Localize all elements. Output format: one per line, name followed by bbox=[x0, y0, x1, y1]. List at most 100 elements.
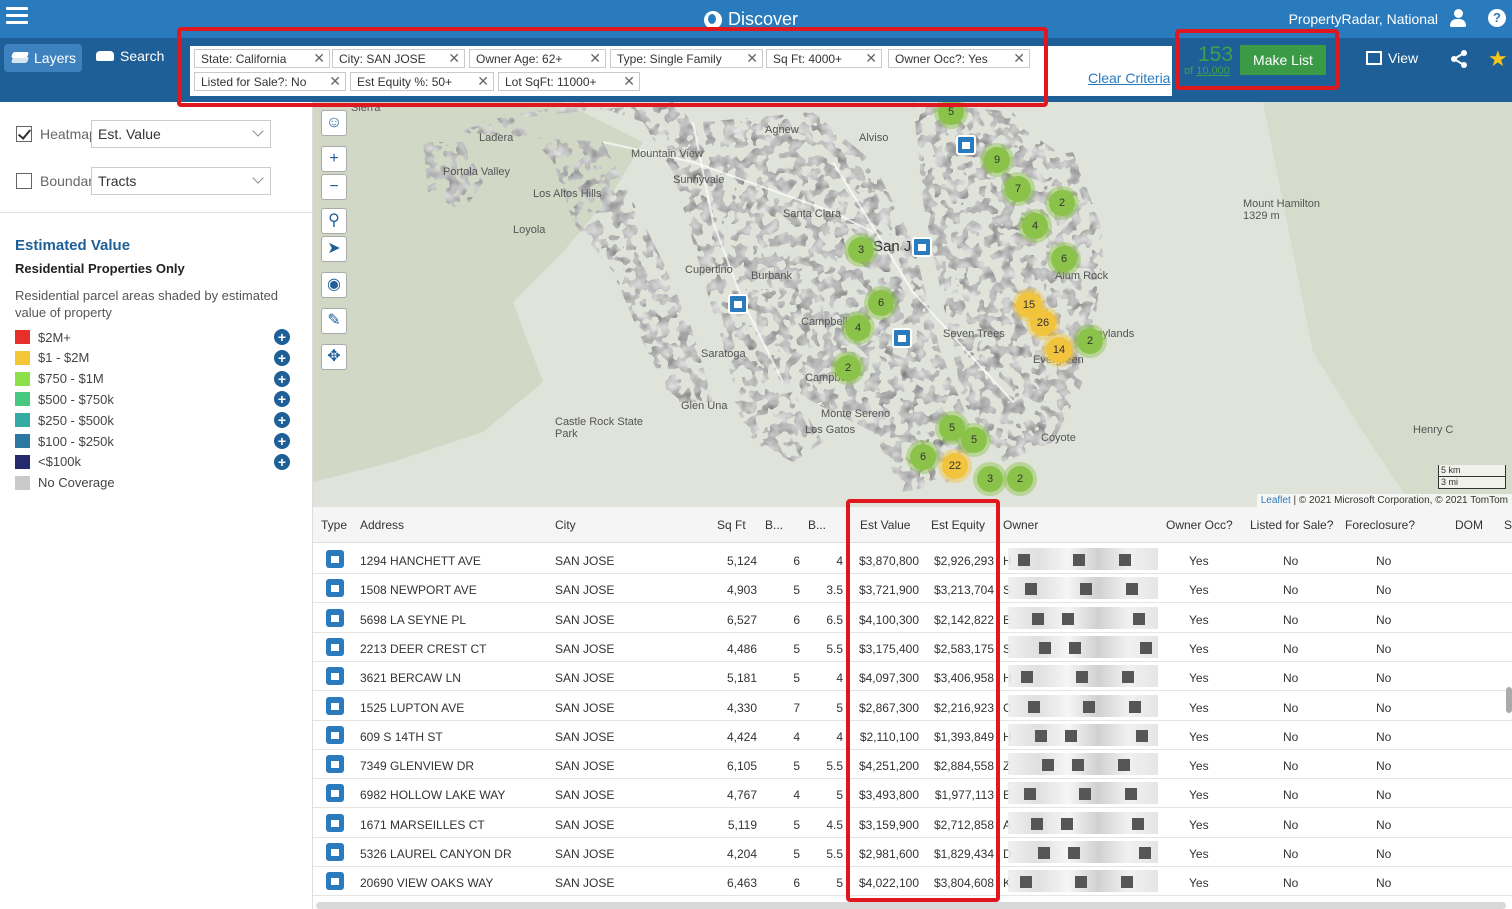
property-cluster[interactable]: 6 bbox=[868, 290, 894, 316]
remove-criteria-icon[interactable]: ✕ bbox=[623, 73, 635, 89]
clear-criteria-link[interactable]: Clear Criteria bbox=[1088, 70, 1171, 86]
share-icon[interactable] bbox=[1450, 50, 1468, 68]
property-cluster[interactable]: 6 bbox=[1051, 246, 1077, 272]
property-cluster[interactable]: 9 bbox=[984, 147, 1010, 173]
boundary-select[interactable]: Tracts bbox=[91, 167, 271, 195]
view-button[interactable]: View bbox=[1366, 50, 1418, 66]
property-marker-icon[interactable] bbox=[956, 135, 976, 155]
account-name[interactable]: PropertyRadar, National bbox=[1288, 11, 1438, 27]
column-header[interactable]: Owner bbox=[1003, 518, 1039, 532]
column-header[interactable]: B... bbox=[765, 518, 784, 532]
table-row[interactable]: 20690 VIEW OAKS WAY SAN JOSE 6,463 6 5 $4,022… bbox=[313, 867, 1512, 897]
locate-arrow-icon[interactable]: ➤ bbox=[321, 236, 347, 262]
expand-plus-icon[interactable]: + bbox=[274, 370, 290, 387]
column-header[interactable]: Sq Ft bbox=[717, 518, 746, 532]
help-icon[interactable]: ? bbox=[1488, 9, 1506, 27]
property-cluster[interactable]: 5 bbox=[938, 102, 964, 125]
expand-plus-icon[interactable]: + bbox=[274, 433, 290, 449]
column-header[interactable]: Owner Occ? bbox=[1166, 518, 1233, 532]
criteria-chip[interactable]: City: SAN JOSE ✕ bbox=[332, 49, 465, 68]
draw-shape-icon[interactable]: ✥ bbox=[321, 344, 347, 370]
leaflet-link[interactable]: Leaflet bbox=[1260, 495, 1291, 506]
expand-plus-icon[interactable]: + bbox=[274, 412, 290, 429]
count-of-total[interactable]: 10,000 bbox=[1196, 65, 1230, 77]
column-header[interactable]: Address bbox=[360, 518, 405, 532]
cell-address[interactable]: 1294 HANCHETT AVE bbox=[360, 554, 481, 568]
property-cluster[interactable]: 5 bbox=[961, 427, 987, 453]
hamburger-menu-icon[interactable] bbox=[6, 7, 28, 29]
column-header[interactable]: B... bbox=[808, 518, 827, 532]
property-cluster[interactable]: 7 bbox=[1005, 176, 1031, 202]
criteria-chip[interactable]: Owner Occ?: Yes ✕ bbox=[888, 49, 1030, 68]
criteria-chip[interactable]: Owner Age: 62+ ✕ bbox=[469, 49, 606, 68]
property-marker-icon[interactable] bbox=[728, 294, 748, 314]
property-cluster[interactable]: 3 bbox=[848, 237, 874, 263]
column-header[interactable]: Listed for Sale? bbox=[1250, 518, 1334, 532]
cell-address[interactable]: 5698 LA SEYNE PL bbox=[360, 612, 467, 627]
column-header[interactable]: Foreclosure? bbox=[1345, 518, 1416, 532]
cell-address[interactable]: 5326 LAUREL CANYON DR bbox=[360, 847, 512, 861]
favorite-star-icon[interactable]: ★ bbox=[1488, 46, 1508, 71]
cell-address[interactable]: 7349 GLENVIEW DR bbox=[360, 759, 475, 774]
table-row[interactable]: 609 S 14TH ST SAN JOSE 4,424 4 4 $2,110,100 $1… bbox=[313, 721, 1512, 750]
property-cluster[interactable]: 6 bbox=[910, 444, 936, 470]
heatmap-checkbox[interactable] bbox=[16, 126, 32, 142]
remove-criteria-icon[interactable]: ✕ bbox=[746, 50, 758, 66]
table-row[interactable]: 1671 MARSEILLES CT SAN JOSE 5,119 5 4.5 $3,15… bbox=[313, 809, 1512, 838]
property-cluster[interactable]: 4 bbox=[845, 315, 871, 341]
globe-icon[interactable]: ◉ bbox=[321, 272, 347, 298]
remove-criteria-icon[interactable]: ✕ bbox=[589, 50, 601, 66]
map-view[interactable]: ☺ + − ⚲ ➤ ◉ ✎ ✥ Sierra Ladera Mountain Vie… bbox=[313, 102, 1512, 507]
property-cluster[interactable]: 2 bbox=[1007, 466, 1033, 492]
column-header[interactable]: Est Equity bbox=[931, 518, 986, 532]
property-cluster[interactable]: 5 bbox=[939, 415, 965, 441]
expand-plus-icon[interactable]: + bbox=[274, 329, 290, 345]
criteria-chip[interactable]: Listed for Sale?: No ✕ bbox=[194, 72, 346, 91]
cell-address[interactable]: 1525 LUPTON AVE bbox=[360, 700, 465, 715]
zoom-in-icon[interactable]: + bbox=[321, 146, 347, 172]
property-cluster[interactable]: 26 bbox=[1030, 310, 1056, 336]
column-header[interactable]: DOM bbox=[1455, 518, 1483, 532]
criteria-chip[interactable]: Sq Ft: 4000+ ✕ bbox=[766, 49, 882, 68]
cell-address[interactable]: 1671 MARSEILLES CT bbox=[360, 817, 485, 832]
remove-criteria-icon[interactable]: ✕ bbox=[329, 73, 341, 89]
property-marker-icon[interactable] bbox=[912, 237, 932, 257]
table-row[interactable]: 6982 HOLLOW LAKE WAY SAN JOSE 4,767 4 5 $3,49… bbox=[313, 779, 1512, 809]
property-marker-icon[interactable] bbox=[892, 328, 912, 348]
property-cluster[interactable]: 14 bbox=[1046, 337, 1072, 363]
horizontal-scrollbar[interactable] bbox=[316, 902, 1506, 909]
boundary-checkbox[interactable] bbox=[16, 173, 32, 189]
criteria-chip[interactable]: Est Equity %: 50+ ✕ bbox=[350, 72, 494, 91]
property-cluster[interactable]: 4 bbox=[1022, 213, 1048, 239]
table-row[interactable]: 5698 LA SEYNE PL SAN JOSE 6,527 6 6.5 $4,100,… bbox=[313, 604, 1512, 633]
ruler-icon[interactable]: ✎ bbox=[321, 308, 347, 334]
criteria-chip[interactable]: State: California ✕ bbox=[194, 49, 330, 68]
cell-address[interactable]: 1508 NEWPORT AVE bbox=[360, 583, 477, 598]
property-cluster[interactable]: 22 bbox=[942, 453, 968, 479]
cell-address[interactable]: 2213 DEER CREST CT bbox=[360, 641, 487, 656]
search-button[interactable]: Search bbox=[96, 48, 164, 64]
remove-criteria-icon[interactable]: ✕ bbox=[448, 50, 460, 66]
remove-criteria-icon[interactable]: ✕ bbox=[1013, 50, 1025, 66]
pin-icon[interactable]: ⚲ bbox=[321, 208, 347, 234]
make-list-button[interactable]: Make List bbox=[1240, 45, 1326, 75]
cell-address[interactable]: 609 S 14TH ST bbox=[360, 729, 443, 744]
heatmap-select[interactable]: Est. Value bbox=[91, 120, 271, 148]
table-row[interactable]: 5326 LAUREL CANYON DR SAN JOSE 4,204 5 5.5 $2… bbox=[313, 838, 1512, 867]
table-row[interactable]: 1294 HANCHETT AVE SAN JOSE 5,124 6 4 $3,870,8… bbox=[313, 545, 1512, 574]
zoom-out-icon[interactable]: − bbox=[321, 174, 347, 200]
column-header[interactable]: Est Value bbox=[860, 518, 911, 532]
remove-criteria-icon[interactable]: ✕ bbox=[477, 73, 489, 89]
street-view-icon[interactable]: ☺ bbox=[321, 110, 347, 136]
remove-criteria-icon[interactable]: ✕ bbox=[865, 50, 877, 66]
criteria-chip[interactable]: Type: Single Family ✕ bbox=[610, 49, 763, 68]
property-cluster[interactable]: 3 bbox=[977, 466, 1003, 492]
cell-address[interactable]: 3621 BERCAW LN bbox=[360, 671, 461, 686]
table-row[interactable]: 7349 GLENVIEW DR SAN JOSE 6,105 5 5.5 $4,251,… bbox=[313, 750, 1512, 780]
table-row[interactable]: 3621 BERCAW LN SAN JOSE 5,181 5 4 $4,097,300 $… bbox=[313, 662, 1512, 692]
table-row[interactable]: 2213 DEER CREST CT SAN JOSE 4,486 5 5.5 $3,17… bbox=[313, 633, 1512, 662]
cell-address[interactable]: 20690 VIEW OAKS WAY bbox=[360, 876, 494, 891]
table-row[interactable]: 1508 NEWPORT AVE SAN JOSE 4,903 5 3.5 $3,721,… bbox=[313, 574, 1512, 604]
layers-button[interactable]: Layers bbox=[4, 44, 82, 72]
property-cluster[interactable]: 2 bbox=[1049, 190, 1075, 216]
